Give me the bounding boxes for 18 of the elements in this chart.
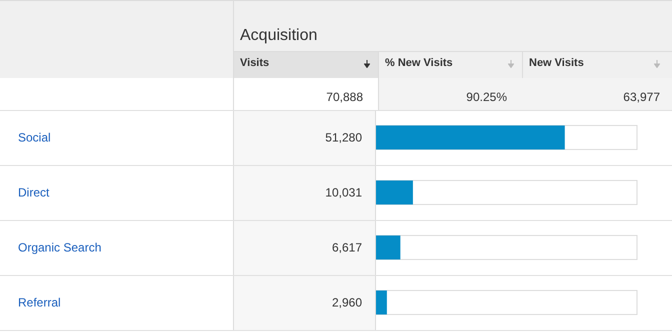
text: 70,888 <box>326 90 363 104</box>
text: New Visits <box>529 57 584 69</box>
bar <box>376 290 387 314</box>
text: % New Visits <box>385 57 453 69</box>
data-label: 51,280 <box>325 130 362 144</box>
text: 90.25% <box>466 90 507 104</box>
y-tick-label: Social <box>18 130 51 144</box>
y-tick-label: Organic Search <box>18 240 102 254</box>
y-tick-label: Direct <box>18 186 50 200</box>
y-tick-label: Referral <box>18 296 61 310</box>
data-label: 10,031 <box>325 186 362 200</box>
bar <box>376 236 400 260</box>
data-label: 6,617 <box>332 240 362 254</box>
bar <box>376 180 413 204</box>
chart-title: Acquisition <box>240 27 318 45</box>
text: 63,977 <box>623 90 660 104</box>
text: Visits <box>240 57 270 69</box>
data-label: 2,960 <box>332 296 362 310</box>
